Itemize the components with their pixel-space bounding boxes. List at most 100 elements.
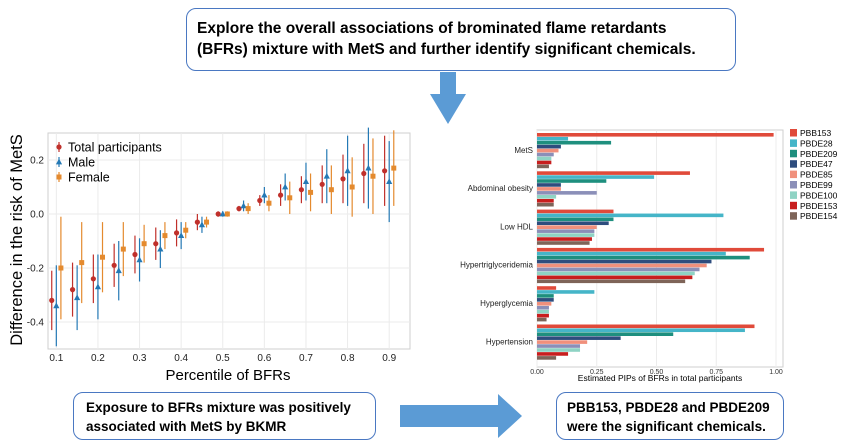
bar-pbde28	[537, 251, 726, 256]
legend-swatch-pbde100	[790, 191, 797, 199]
legend-swatch-pbde154	[790, 212, 797, 220]
bar-pbde153	[537, 160, 552, 165]
point-circle	[277, 192, 284, 198]
bar-x-ticks: 0.00 0.25 0.50 0.75 1.00	[530, 369, 783, 376]
bar-pbde209	[537, 332, 674, 336]
bar-pbde154	[537, 202, 554, 207]
bar-pbde100	[537, 271, 695, 276]
legend-label-pbde99: PBDE99	[800, 180, 833, 190]
point-square	[328, 187, 334, 193]
bar-pbb153	[537, 324, 755, 329]
point-circle	[69, 287, 76, 293]
bar-pbde153	[537, 313, 549, 318]
bar-x-axis-label: Estimated PIPs of BFRs in total particip…	[578, 373, 742, 383]
bar-pbde209	[537, 179, 607, 183]
legend-label: Female	[68, 171, 110, 185]
bar-pbde99	[537, 344, 581, 348]
objective-line-2: (BFRs) mixture with MetS and further ide…	[197, 41, 696, 58]
point-circle	[298, 187, 304, 193]
down-arrow	[430, 72, 466, 124]
legend-swatch-pbde47	[790, 160, 797, 168]
point-triangle	[157, 245, 164, 252]
bar-pbde154	[537, 241, 590, 245]
point-circle	[340, 176, 346, 182]
bar-category-label: Hypertriglyceridemia	[460, 261, 533, 270]
bar-pbb153	[537, 286, 557, 290]
legend-swatch-pbde85	[790, 170, 797, 179]
bar-pbb153	[537, 171, 690, 175]
scatter-x-axis-label: Percentile of BFRs	[165, 367, 290, 384]
point-square	[287, 195, 293, 201]
point-circle	[215, 211, 221, 217]
bar-category-labels: MetS Abdominal obesity Low HDL Hypertriglyc…	[460, 146, 533, 347]
scatter-plot-area	[47, 132, 411, 350]
point-square	[391, 165, 397, 171]
point-triangle	[323, 172, 330, 179]
bar-pbde153	[537, 237, 592, 241]
bar-pbb153	[537, 247, 765, 252]
bar-x-tick-label: 0.75	[709, 369, 723, 376]
bar-category-label: Hypertension	[486, 337, 533, 346]
legend-label-pbde100: PBDE100	[800, 190, 838, 200]
bar-pbde209	[537, 217, 614, 222]
legend-label-pbb153: PBB153	[800, 128, 831, 138]
bar-pbde153	[537, 275, 693, 280]
point-circle	[153, 241, 159, 247]
point-square	[370, 173, 376, 179]
point-triangle	[94, 283, 102, 290]
point-triangle	[261, 191, 268, 198]
point-square	[266, 200, 272, 206]
scatter-x-tick-label: 0.6	[257, 353, 271, 364]
bar-pbde47	[537, 183, 561, 187]
bar-category-label: MetS	[514, 146, 533, 155]
point-triangle	[344, 167, 351, 174]
legend-marker-square	[56, 174, 62, 180]
point-triangle	[74, 294, 81, 301]
point-square	[141, 241, 147, 247]
point-square	[58, 265, 64, 271]
point-triangle	[386, 178, 393, 184]
bar-pbde154	[537, 317, 547, 322]
legend-swatch-pbde99	[790, 181, 797, 189]
bar-pbde85	[537, 187, 561, 191]
point-triangle	[365, 164, 372, 171]
point-circle	[361, 170, 367, 177]
point-triangle	[53, 302, 60, 309]
point-triangle	[136, 256, 143, 263]
right-arrow	[400, 394, 522, 438]
point-square	[204, 219, 210, 225]
bar-marks	[537, 133, 774, 360]
bar-pbde100	[537, 233, 595, 237]
bar-pbde154	[537, 164, 549, 169]
point-triangle	[282, 183, 289, 190]
legend-label-pbde154: PBDE154	[800, 211, 838, 221]
scatter-x-tick-label: 0.9	[382, 353, 396, 364]
bar-category-label: Abdominal obesity	[468, 184, 533, 193]
legend-label: Male	[68, 156, 95, 170]
scatter-x-tick-label: 0.3	[133, 353, 147, 364]
legend-label: Total participants	[68, 141, 162, 155]
point-square	[245, 206, 251, 212]
legend-label-pbde209: PBDE209	[800, 149, 838, 159]
bar-x-tick-label: 0.00	[530, 369, 544, 376]
finding-mixture-line-1: Exposure to BFRs mixture was positively	[86, 400, 351, 415]
bar-pbde99	[537, 191, 597, 195]
bar-pbde100	[537, 309, 549, 314]
bar-pbde99	[537, 229, 595, 233]
bar-pbde47	[537, 336, 621, 340]
point-circle	[111, 262, 117, 268]
point-circle	[90, 276, 96, 282]
bar-pbde99	[537, 305, 549, 310]
bar-pbde47	[537, 221, 609, 226]
bar-pbde153	[537, 198, 554, 203]
legend-label-pbde47: PBDE47	[800, 159, 833, 169]
legend-marker-circle	[56, 144, 62, 150]
point-triangle	[115, 267, 122, 274]
legend-swatch-pbde28	[790, 139, 797, 147]
point-square	[349, 184, 355, 190]
scatter-x-tick-label: 0.2	[91, 353, 105, 364]
bar-pbde28	[537, 136, 569, 141]
bar-pbde100	[537, 195, 557, 199]
